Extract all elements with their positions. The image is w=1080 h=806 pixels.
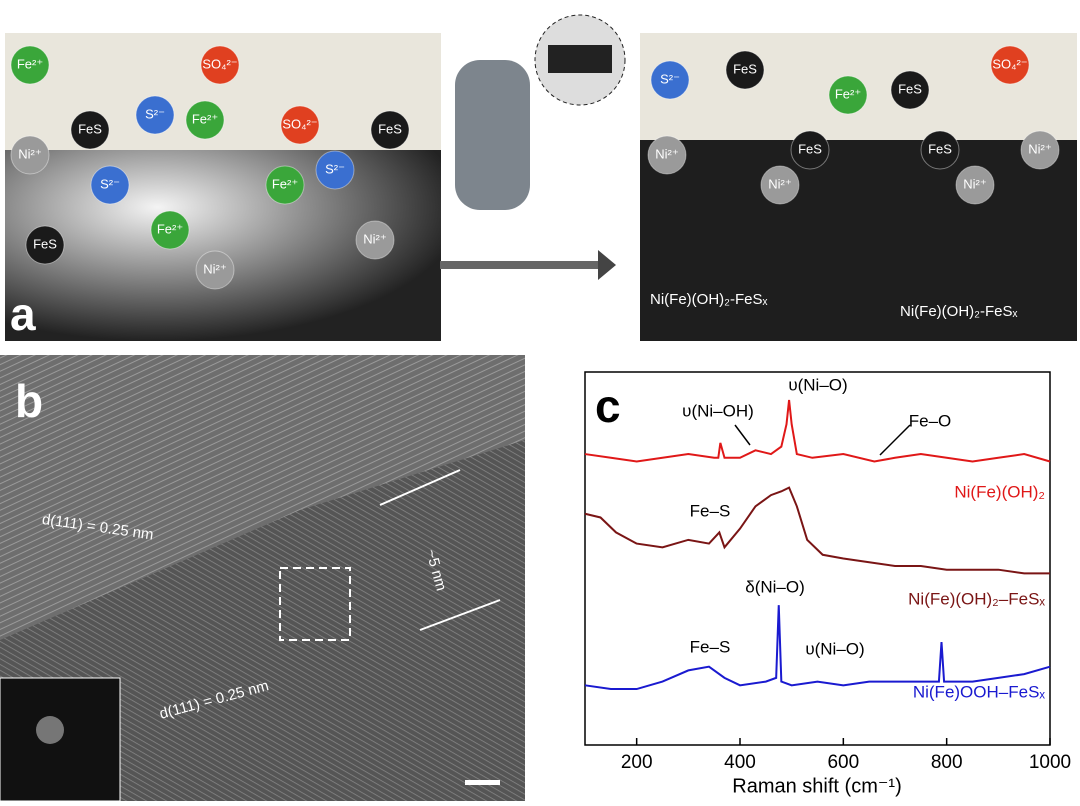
arrow-head [598,250,616,280]
x-tick-label: 200 [621,752,653,773]
ion-label: Ni²⁺ [363,231,386,246]
ion-sphere [280,105,320,145]
spectrum [584,399,1051,463]
ion-sphere [195,250,235,290]
peak-annotation: Fe–S [690,501,731,520]
ion-sphere [265,165,305,205]
ion-sphere [70,110,110,150]
bottle [455,60,530,210]
tem-particle [0,440,525,801]
series-label: Ni(Fe)(OH)₂ [954,482,1045,501]
peak-annotation: Fe–S [690,637,731,656]
scale-bar [465,780,500,785]
ion-sphere [10,45,50,85]
ion-label: Ni²⁺ [203,261,226,276]
panel-a: a Ni(Fe)(OH)₂-FeSₓ Ni(Fe)(OH)₂-FeSₓ Fe²⁺… [5,14,1077,341]
ion-label: Ni²⁺ [18,146,41,161]
ion-sphere [10,135,50,175]
ion-sphere [760,165,800,205]
edge-line [379,469,461,506]
annotation-arrow [734,424,751,446]
ion-sphere [370,110,410,150]
ion-sphere [355,220,395,260]
spectrum [584,605,1051,691]
series-label: Ni(Fe)OOH–FeSₓ [913,682,1046,701]
fft-spot [36,716,64,744]
ion-label: FeS [928,141,952,156]
peak-annotation: δ(Ni–O) [745,577,805,596]
ion-sphere [890,70,930,110]
product-label: Ni(Fe)(OH)₂-FeSₓ [650,291,767,308]
electrode [548,45,612,73]
x-tick-label: 800 [931,752,963,773]
ion-sphere [150,210,190,250]
x-tick-label: 1000 [1029,752,1071,773]
panel-label: c [595,380,621,432]
ion-label: FeS [33,236,57,251]
ion-label: SO₄²⁻ [992,56,1027,71]
ion-label: S²⁻ [100,176,120,191]
ion-label: S²⁻ [145,106,165,121]
ion-label: FeS [733,61,757,76]
ion-sphere [25,225,65,265]
ion-sphere [725,50,765,90]
product-label: Ni(Fe)(OH)₂-FeSₓ [900,303,1017,320]
region-box [279,567,351,641]
ion-label: Fe²⁺ [17,56,43,71]
panel-label: b [15,375,43,427]
ion-sphere [920,130,960,170]
ion-label: FeS [78,121,102,136]
ion-sphere [650,60,690,100]
ion-sphere [647,135,687,175]
annotation-arrow [879,424,911,456]
peak-annotation: υ(Ni–O) [788,375,847,394]
panel-b: b d(111) = 0.25 nm d(111) = 0.25 nm ~5 n… [0,355,525,802]
ion-label: Ni²⁺ [1028,141,1051,156]
ion-label: Fe²⁺ [192,111,218,126]
ion-label: Fe²⁺ [157,221,183,236]
series-label: Ni(Fe)(OH)₂–FeSₓ [908,589,1045,608]
ion-label: S²⁻ [325,161,345,176]
panel-label: a [10,288,36,340]
peak-annotation: υ(Ni–O) [805,639,864,658]
ion-label: FeS [898,81,922,96]
x-tick-label: 600 [827,752,859,773]
ion-sphere [200,45,240,85]
ion-label: S²⁻ [660,71,680,86]
ion-label: Fe²⁺ [835,86,861,101]
ion-sphere [828,75,868,115]
ion-label: SO₄²⁻ [282,116,317,131]
ion-sphere [1020,130,1060,170]
plot-frame [584,371,1051,746]
edge-line [419,599,501,631]
ion-label: FeS [378,121,402,136]
ion-sphere [790,130,830,170]
peak-annotation: υ(Ni–OH) [682,401,754,420]
x-tick-label: 400 [724,752,756,773]
ion-label: Ni²⁺ [768,176,791,191]
x-axis-label: Raman shift (cm⁻¹) [732,775,901,797]
panel-c: c Raman shift (cm⁻¹) 200 400 600 800 1000 Ni(… [584,371,1071,797]
ion-label: Ni²⁺ [963,176,986,191]
ion-sphere [135,95,175,135]
ion-sphere [185,100,225,140]
ion-label: Fe²⁺ [272,176,298,191]
spectrum [584,486,1050,575]
ion-label: SO₄²⁻ [202,56,237,71]
ion-sphere [955,165,995,205]
ion-label: Ni²⁺ [655,146,678,161]
peak-annotation: Fe–O [909,411,952,430]
ion-sphere [990,45,1030,85]
ion-sphere [90,165,130,205]
product-surface [640,140,1077,341]
ion-sphere [315,150,355,190]
ion-label: FeS [798,141,822,156]
